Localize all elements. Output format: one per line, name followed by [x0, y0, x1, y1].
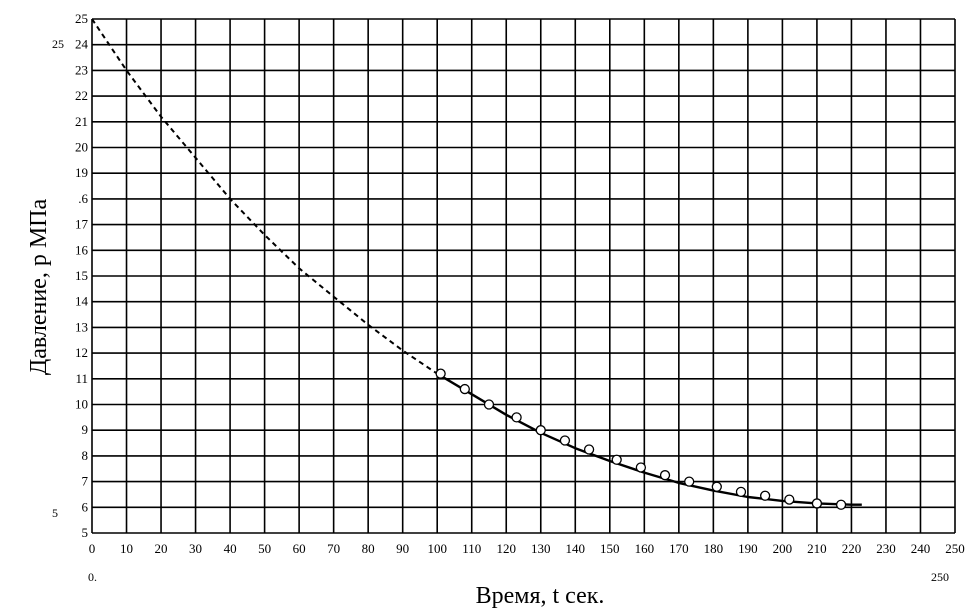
data-point-marker — [535, 425, 546, 436]
x-tick-label: 10 — [120, 541, 133, 556]
y-tick-label: 14 — [75, 294, 89, 309]
data-point-marker — [784, 494, 795, 505]
x-tick-label: 150 — [600, 541, 620, 556]
x-tick-label: 50 — [258, 541, 271, 556]
x-tick-label: 80 — [362, 541, 375, 556]
grid — [91, 18, 956, 534]
x-tick-label: 200 — [773, 541, 793, 556]
data-point-marker — [583, 444, 595, 455]
x-tick-label: 180 — [704, 541, 724, 556]
outer-y-top-label: 25 — [52, 37, 64, 51]
x-tick-label: 0 — [89, 541, 96, 556]
x-tick-label: 110 — [462, 541, 481, 556]
y-tick-label: 13 — [75, 319, 88, 334]
data-point-marker — [759, 490, 771, 501]
data-point-marker — [659, 470, 671, 481]
x-tick-label: 160 — [635, 541, 655, 556]
y-tick-label: 21 — [75, 114, 88, 129]
y-tick-label: 5 — [82, 525, 89, 540]
y-tick-label: 15 — [75, 268, 88, 283]
x-tick-label: 190 — [738, 541, 758, 556]
data-point-marker — [811, 498, 823, 509]
x-tick-label: 230 — [876, 541, 896, 556]
y-tick-label: .6 — [78, 191, 88, 206]
data-point-marker — [835, 499, 847, 510]
x-tick-label: 220 — [842, 541, 862, 556]
x-tick-label: 120 — [496, 541, 516, 556]
data-point-marker — [611, 454, 622, 465]
x-tick-label: 60 — [293, 541, 306, 556]
tick-labels: 0 10 20 30 40 50 60 70 80 90 100 110 120 130 140 150 160… — [75, 11, 965, 556]
x-tick-label: 20 — [155, 541, 168, 556]
x-tick-label: 140 — [566, 541, 586, 556]
y-tick-label: 11 — [75, 371, 88, 386]
y-tick-label: 19 — [75, 165, 88, 180]
y-tick-label: 10 — [75, 397, 88, 412]
x-tick-label: 240 — [911, 541, 931, 556]
data-point-marker — [459, 383, 470, 395]
y-tick-label: 12 — [75, 345, 88, 360]
x-tick-label: 250 — [945, 541, 965, 556]
data-point-marker — [435, 368, 446, 379]
extrapolated-curve-dashed — [91, 18, 438, 375]
x-tick-label: 70 — [327, 541, 340, 556]
x-tick-label: 100 — [427, 541, 447, 556]
outer-y-bottom-label: 5 — [52, 506, 58, 520]
y-tick-label: 25 — [75, 11, 88, 26]
axis-labels: Давление, р МПа Время, t сек. 25 5 0. 25… — [26, 37, 949, 609]
data-point-marker — [511, 412, 522, 423]
outer-x-right-label: 250 — [931, 570, 949, 584]
y-tick-label: 7 — [82, 474, 89, 489]
x-tick-label: 210 — [807, 541, 827, 556]
y-tick-label: 6 — [82, 499, 89, 514]
x-tick-label: 90 — [396, 541, 409, 556]
series — [91, 18, 862, 510]
data-point-marker — [559, 435, 571, 446]
y-tick-label: 17 — [75, 217, 89, 232]
outer-x-left-label: 0. — [88, 570, 97, 584]
data-point-marker — [735, 486, 747, 498]
data-point-marker — [684, 476, 695, 487]
y-axis-title: Давление, р МПа — [26, 198, 52, 375]
data-point-marker — [483, 399, 495, 410]
y-tick-label: 20 — [75, 140, 88, 155]
y-tick-label: 8 — [82, 448, 89, 463]
fitted-curve-solid — [436, 372, 862, 506]
x-axis-title: Время, t сек. — [476, 583, 605, 609]
y-tick-label: 9 — [82, 422, 89, 437]
y-tick-label: 24 — [75, 37, 89, 52]
data-point-marker — [711, 481, 722, 492]
data-point-marker — [635, 462, 647, 473]
x-tick-label: 170 — [669, 541, 689, 556]
y-tick-label: 23 — [75, 62, 88, 77]
y-tick-label: 16 — [75, 242, 89, 257]
x-tick-label: 40 — [224, 541, 237, 556]
x-tick-label: 130 — [531, 541, 551, 556]
y-tick-label: 22 — [75, 88, 88, 103]
x-tick-label: 30 — [189, 541, 202, 556]
